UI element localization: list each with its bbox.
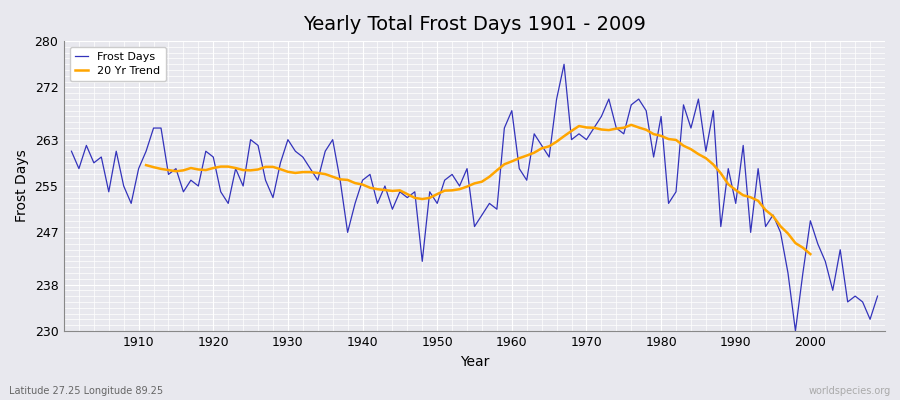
20 Yr Trend [140, 163, 151, 168]
20 Yr Trend [783, 231, 794, 236]
20 Yr Trend [342, 178, 353, 182]
20 Yr Trend [603, 128, 614, 132]
20 Yr Trend [805, 252, 815, 256]
Text: Latitude 27.25 Longitude 89.25: Latitude 27.25 Longitude 89.25 [9, 386, 163, 396]
Frost Days [603, 97, 614, 102]
Title: Yearly Total Frost Days 1901 - 2009: Yearly Total Frost Days 1901 - 2009 [303, 15, 646, 34]
Frost Days [499, 126, 509, 130]
20 Yr Trend [716, 171, 726, 176]
Frost Days [126, 201, 137, 206]
Frost Days [507, 108, 517, 113]
Y-axis label: Frost Days: Frost Days [15, 150, 29, 222]
Line: Frost Days: Frost Days [71, 64, 878, 331]
Frost Days [559, 62, 570, 67]
20 Yr Trend [230, 166, 241, 170]
X-axis label: Year: Year [460, 355, 490, 369]
Line: 20 Yr Trend: 20 Yr Trend [146, 125, 810, 254]
Frost Days [66, 149, 77, 154]
Frost Days [790, 328, 801, 333]
Frost Days [290, 149, 301, 154]
Frost Days [872, 294, 883, 298]
Frost Days [335, 178, 346, 183]
20 Yr Trend [626, 122, 636, 127]
Legend: Frost Days, 20 Yr Trend: Frost Days, 20 Yr Trend [69, 47, 166, 81]
Text: worldspecies.org: worldspecies.org [809, 386, 891, 396]
20 Yr Trend [700, 156, 711, 160]
